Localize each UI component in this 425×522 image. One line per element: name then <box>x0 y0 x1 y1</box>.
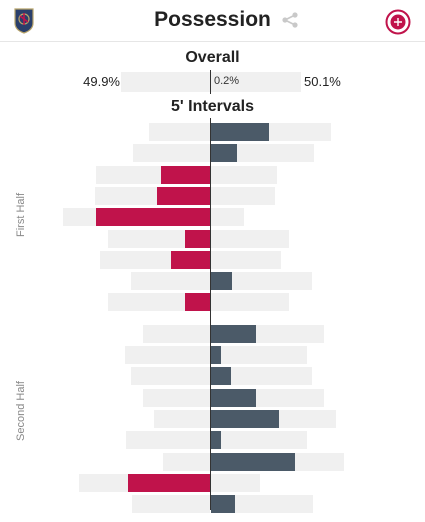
first-half-interval-8-away-bar <box>211 272 232 290</box>
second-half-label: Second Half <box>15 381 27 441</box>
first-half-interval-7-away-track <box>211 251 281 269</box>
first-half-interval-6-home-bar <box>185 230 210 248</box>
second-half-interval-2-home-track <box>125 346 210 364</box>
second-half-interval-9-away-track <box>211 495 313 513</box>
first-half-interval-5-home-bar <box>96 208 210 226</box>
first-half-interval-3-away-track <box>211 166 277 184</box>
first-half-interval-3-home-bar <box>161 166 210 184</box>
first-half-interval-8-home-track <box>131 272 210 290</box>
first-half-interval-9-away-track <box>211 293 289 311</box>
overall-possession-bar: 49.9% 0.2% 50.1% <box>0 70 425 94</box>
overall-home-track <box>121 72 210 92</box>
overall-title: Overall <box>185 49 240 66</box>
first-half-interval-4-home-bar <box>157 187 210 205</box>
share-icon[interactable] <box>281 11 299 29</box>
overall-away-track <box>211 72 301 92</box>
first-half-interval-5-away-track <box>211 208 244 226</box>
second-half-interval-7-away-bar <box>211 453 295 471</box>
first-half-label: First Half <box>15 193 27 237</box>
second-half-interval-8-away-track <box>211 474 260 492</box>
away-possession-pct: 50.1% <box>304 74 341 89</box>
second-half-interval-4-away-bar <box>211 389 256 407</box>
second-half-interval-3-away-bar <box>211 367 231 385</box>
second-half-interval-6-away-bar <box>211 431 221 449</box>
second-half-interval-6-home-track <box>126 431 210 449</box>
first-half-interval-8-away-track <box>211 272 312 290</box>
page-title: Possession <box>154 8 271 31</box>
second-half-interval-9-home-track <box>132 495 210 513</box>
second-half-interval-1-away-bar <box>211 325 256 343</box>
second-half-interval-5-away-bar <box>211 410 279 428</box>
second-half-interval-9-away-bar <box>211 495 235 513</box>
second-half-interval-6-away-track <box>211 431 307 449</box>
second-half-interval-4-home-track <box>143 389 210 407</box>
overall-axis <box>210 70 211 94</box>
first-half-interval-9-home-track <box>108 293 210 311</box>
first-half-interval-9-home-bar <box>185 293 210 311</box>
first-half-interval-2-home-track <box>133 144 210 162</box>
second-half-interval-3-away-track <box>211 367 312 385</box>
intervals-chart <box>0 118 425 522</box>
first-half-interval-6-away-track <box>211 230 289 248</box>
second-half-interval-2-away-track <box>211 346 307 364</box>
second-half-interval-2-away-bar <box>211 346 221 364</box>
first-half-interval-2-away-bar <box>211 144 237 162</box>
second-half-interval-1-home-track <box>143 325 210 343</box>
home-possession-pct: 49.9% <box>83 74 120 89</box>
center-axis <box>210 118 211 510</box>
first-half-interval-7-home-bar <box>171 251 210 269</box>
first-half-interval-4-away-track <box>211 187 275 205</box>
second-half-interval-7-home-track <box>163 453 210 471</box>
second-half-interval-3-home-track <box>131 367 210 385</box>
first-half-interval-1-away-bar <box>211 123 269 141</box>
intervals-title: 5' Intervals <box>171 98 254 115</box>
first-half-interval-6-home-track <box>108 230 210 248</box>
first-half-interval-1-home-track <box>149 123 210 141</box>
header: Possession <box>0 0 425 42</box>
second-half-interval-8-home-bar <box>128 474 210 492</box>
home-team-logo[interactable] <box>14 8 34 34</box>
away-team-logo[interactable] <box>385 9 411 35</box>
second-half-interval-5-home-track <box>154 410 210 428</box>
possession-diff: 0.2% <box>214 75 240 87</box>
